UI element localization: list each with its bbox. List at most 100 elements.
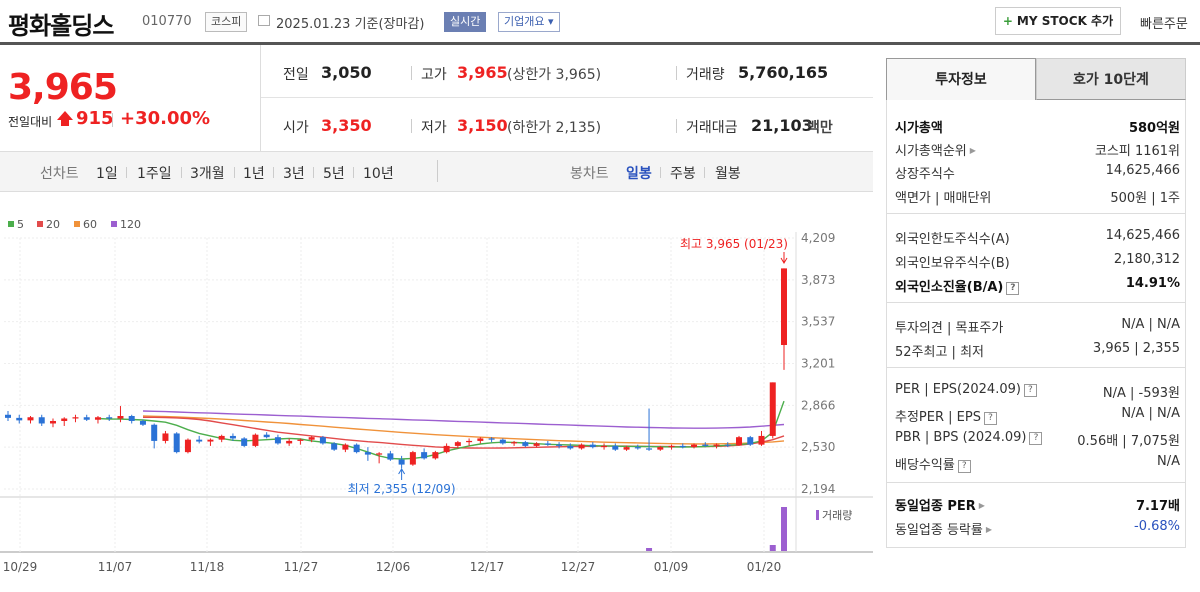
par-label: 액면가 | 매매단위 (895, 191, 992, 206)
pbr-label: PBR | BPS (2024.09)? (895, 430, 1043, 445)
help-icon[interactable]: ? (983, 412, 997, 425)
candle-body (128, 416, 135, 421)
tab-investment-info[interactable]: 투자정보 (886, 58, 1036, 100)
current-price-box: 3,965 전일대비 915 +30.00% (0, 45, 261, 151)
week52-label: 52주최고 | 최저 (895, 345, 984, 360)
candle-body (364, 452, 371, 455)
foreign-limit-label: 외국인한도주식수(A) (895, 232, 1010, 247)
industry-per-text: 동일업종 PER (895, 499, 976, 514)
industry-per-value: 7.17배 (1135, 499, 1180, 514)
quick-order-link[interactable]: 빠른주문 (1140, 17, 1188, 32)
opinion-label: 투자의견 | 목표주가 (895, 321, 1004, 336)
volume-bar (781, 507, 787, 551)
help-icon[interactable]: ? (1006, 282, 1020, 295)
period-3y[interactable]: 3년 (283, 166, 305, 182)
market-cap-value: 580억원 (1128, 121, 1180, 136)
help-icon[interactable]: ? (957, 460, 971, 473)
x-tick-label: 10/29 (3, 560, 38, 574)
chevron-right-icon: ▶ (978, 501, 985, 510)
industry-per-row[interactable]: 동일업종 PER ▶ 7.17배 (895, 492, 1180, 515)
candle-body (499, 439, 506, 444)
divider (126, 167, 127, 178)
candle-daily[interactable]: 일봉 (626, 166, 652, 182)
low-label: 저가 (421, 120, 447, 136)
up-arrow-icon-stem (61, 120, 69, 126)
candle-body (286, 440, 293, 444)
period-5y[interactable]: 5년 (323, 166, 345, 182)
realtime-button[interactable]: 실시간 (444, 12, 487, 32)
industry-per-label: 동일업종 PER ▶ (895, 495, 985, 514)
divider (411, 66, 412, 80)
week52-value: 3,965 | 2,355 (1092, 341, 1180, 356)
dividend-value: N/A (1157, 454, 1180, 469)
candle-body (139, 420, 146, 425)
high-label: 고가 (421, 67, 447, 83)
candle-body (533, 443, 540, 446)
candle-body (398, 459, 405, 465)
candle-body (207, 439, 214, 442)
high-value: 3,965 (457, 63, 508, 82)
chevron-right-icon: ▶ (969, 146, 976, 155)
high-annotation: 최고 3,965 (01/23) (680, 237, 788, 251)
candle-body (5, 414, 11, 418)
foreign-limit-value: 14,625,466 (1105, 228, 1180, 243)
industry-rate-text: 동일업종 등락률 (895, 523, 983, 538)
market-cap-rank-text: 시가총액순위 (895, 144, 967, 159)
period-3m[interactable]: 3개월 (190, 166, 225, 182)
candle-weekly[interactable]: 주봉 (670, 166, 696, 182)
candle-body (94, 417, 101, 420)
y-tick-label: 2,866 (801, 398, 835, 412)
period-1y[interactable]: 1년 (243, 166, 265, 182)
candle-body (578, 444, 585, 449)
help-icon[interactable]: ? (1029, 432, 1043, 445)
candle-body (601, 445, 608, 448)
divider (887, 302, 1185, 303)
volume-legend-swatch (816, 510, 819, 520)
legend-label-ma120: 120 (120, 218, 141, 231)
divider (676, 66, 677, 80)
foreign-hold-row: 외국인보유주식수(B) 2,180,312 (895, 249, 1180, 272)
market-cap-rank-row[interactable]: 시가총액순위 ▶ 코스피 1161위 (895, 137, 1180, 160)
candle-body (196, 439, 203, 442)
par-row: 액면가 | 매매단위 500원 | 1주 (895, 184, 1180, 207)
candle-body (646, 448, 653, 450)
period-10y[interactable]: 10년 (363, 166, 394, 182)
candle-body (758, 435, 765, 445)
market-cap-label: 시가총액 (895, 121, 943, 136)
current-price: 3,965 (8, 67, 118, 108)
pbr-row: PBR | BPS (2024.09)? 0.56배 | 7,075원 (895, 427, 1180, 450)
lower-limit: (하한가 2,135) (507, 120, 602, 136)
stock-header: 평화홀딩스 010770 코스피 2025.01.23 기준(장마감) 실시간 … (0, 0, 1200, 45)
foreign-ratio-row: 외국인소진율(B/A)? 14.91% (895, 273, 1180, 296)
y-tick-label: 3,873 (801, 273, 835, 287)
candle-body (274, 437, 281, 444)
stock-code: 010770 (142, 14, 192, 29)
add-mystock-button[interactable]: + MY STOCK 추가 (995, 7, 1121, 35)
candle-body (736, 437, 743, 446)
candle-monthly[interactable]: 월봉 (715, 166, 741, 182)
candle-body (229, 435, 236, 439)
line-chart-label: 선차트 (40, 166, 79, 182)
help-icon[interactable]: ? (1023, 384, 1037, 397)
dividend-text: 배당수익률 (895, 458, 955, 473)
candle-body (522, 442, 529, 446)
industry-rate-row[interactable]: 동일업종 등락률 ▶ -0.68% (895, 516, 1180, 539)
divider (112, 113, 113, 127)
candle-body (702, 444, 709, 446)
period-1d[interactable]: 1일 (96, 166, 118, 182)
volume-label: 거래량 (822, 509, 852, 522)
industry-rate-value: -0.68% (1134, 519, 1180, 534)
candle-body (747, 437, 754, 445)
price-chart[interactable]: 5 20 60 120 최고 3,965 (01/23) 최저 2,355 (12/09… (0, 192, 873, 592)
period-1w[interactable]: 1주일 (137, 166, 172, 182)
prev-close-value: 3,050 (321, 63, 372, 82)
calendar-icon (258, 15, 270, 26)
divider (676, 119, 677, 133)
tab-order-book[interactable]: 호가 10단계 (1036, 58, 1186, 100)
open-label: 시가 (283, 120, 309, 136)
investment-info-panel: 투자정보 호가 10단계 시가총액 580억원 시가총액순위 ▶ 코스피 1161… (886, 58, 1186, 548)
x-tick-label: 11/18 (190, 560, 225, 574)
company-info-dropdown[interactable]: 기업개요 ▾ (498, 12, 560, 32)
x-tick-label: 01/09 (654, 560, 689, 574)
candle-body (106, 417, 113, 419)
